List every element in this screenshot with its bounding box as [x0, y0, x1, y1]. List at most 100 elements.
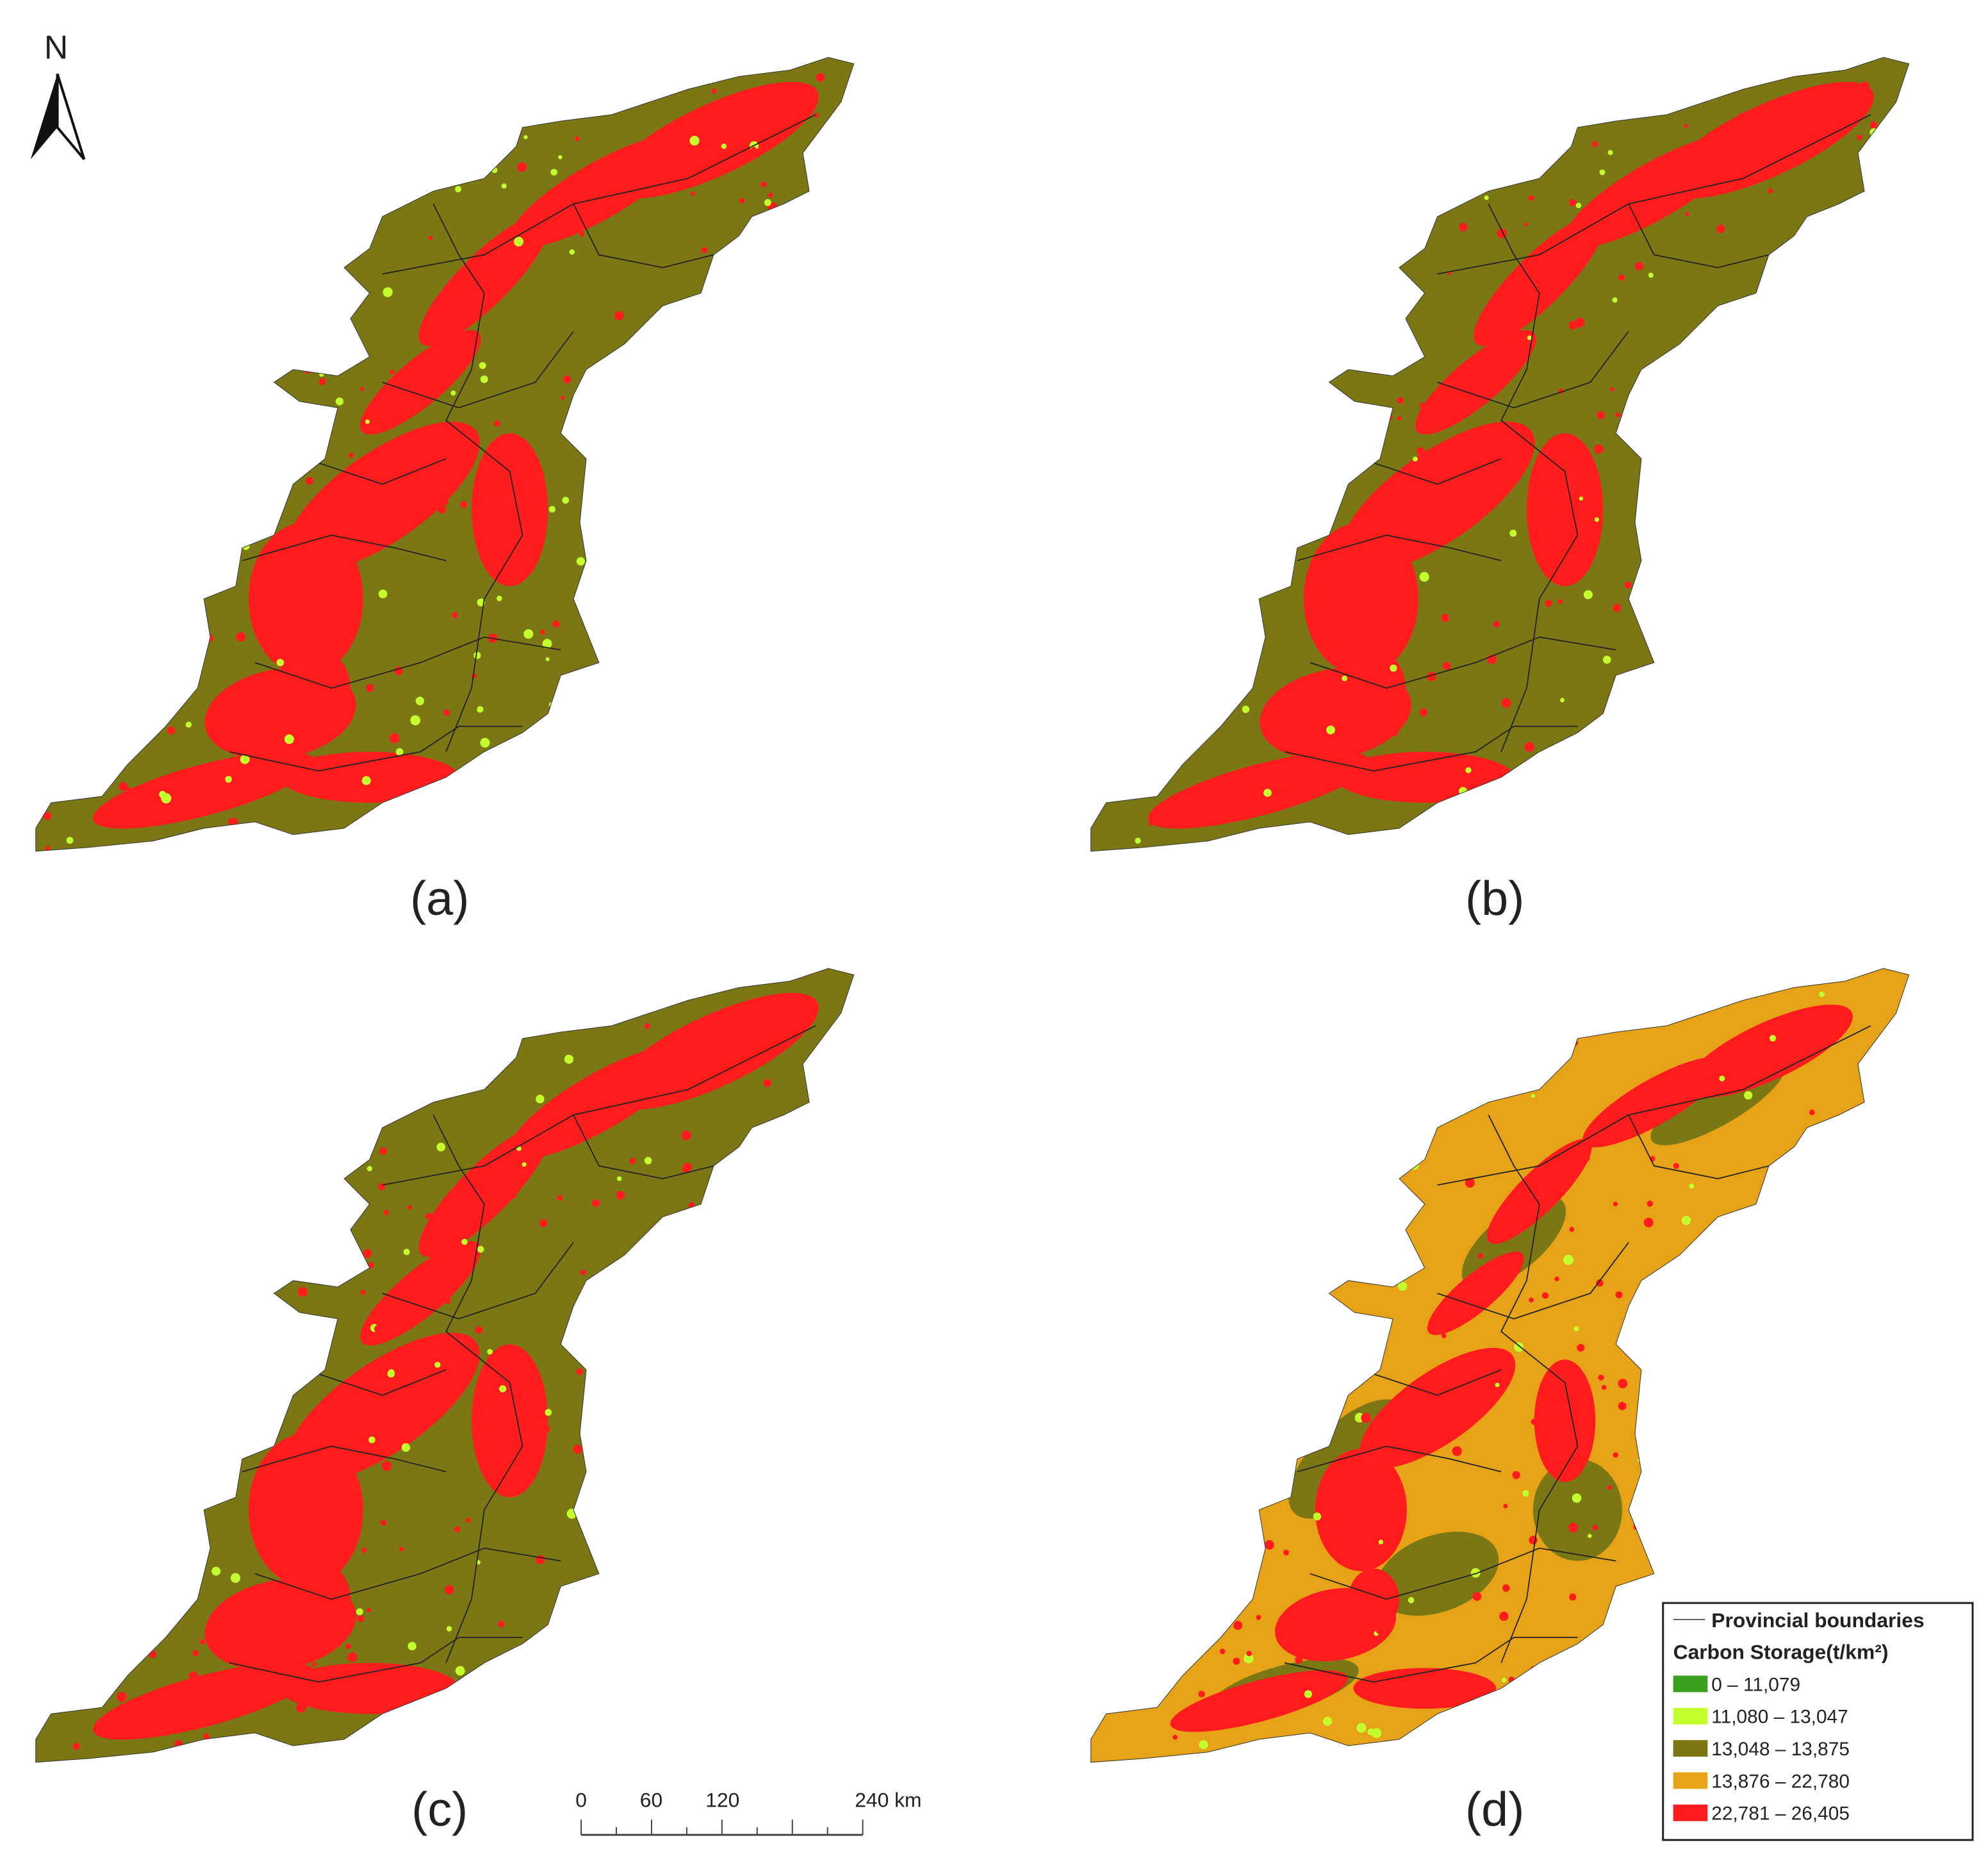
- red-speck: [313, 756, 322, 765]
- red-speck: [1668, 997, 1679, 1008]
- red-speck: [848, 486, 853, 491]
- red-speck: [509, 1192, 517, 1199]
- province-boundary: [1361, 458, 1502, 485]
- arrow-right: [56, 73, 86, 160]
- red-speck: [341, 126, 349, 135]
- red-speck: [1598, 1374, 1604, 1381]
- red-speck: [212, 1005, 217, 1010]
- red-speck: [444, 1585, 454, 1595]
- green-speck: [186, 1265, 195, 1273]
- red-speck: [1339, 1270, 1345, 1276]
- green-speck: [542, 639, 552, 649]
- green-speck: [1583, 590, 1593, 600]
- red-speck: [66, 163, 71, 168]
- red-speck: [1285, 349, 1290, 354]
- red-speck: [498, 1621, 505, 1628]
- red-speck: [576, 1368, 583, 1375]
- red-speck: [1132, 595, 1137, 600]
- red-speck: [1591, 141, 1598, 147]
- north-label: N: [44, 28, 68, 65]
- red-speck: [250, 1194, 261, 1205]
- red-speck: [1767, 1337, 1773, 1343]
- red-speck: [843, 1268, 851, 1277]
- red-speck: [1512, 1471, 1520, 1479]
- red-speck: [1653, 1698, 1663, 1707]
- red-area: [1684, 1005, 1853, 1098]
- red-speck: [744, 816, 751, 823]
- red-speck: [80, 1651, 89, 1661]
- green-speck: [1392, 834, 1400, 842]
- green-speck: [1901, 1374, 1909, 1382]
- province-boundary: [1361, 1369, 1502, 1396]
- green-speck: [1235, 444, 1245, 454]
- green-speck: [1819, 991, 1825, 997]
- red-speck: [1528, 195, 1534, 201]
- green-speck: [1092, 154, 1099, 162]
- red-speck: [1552, 807, 1561, 815]
- red-speck: [1541, 1412, 1549, 1419]
- red-speck: [129, 1633, 135, 1639]
- red-area: [280, 1662, 459, 1714]
- red-area: [509, 1046, 689, 1159]
- red-speck: [534, 821, 543, 831]
- red-speck: [1513, 1740, 1518, 1745]
- red-speck: [1666, 541, 1677, 552]
- green-speck: [199, 568, 204, 574]
- province-boundary: [1297, 1445, 1502, 1473]
- green-speck: [1563, 1254, 1574, 1265]
- red-speck: [297, 1286, 308, 1297]
- red-speck: [216, 220, 224, 228]
- red-speck: [336, 305, 343, 312]
- red-speck: [445, 1081, 452, 1088]
- red-speck: [1545, 600, 1552, 607]
- green-speck: [703, 1218, 709, 1224]
- red-speck: [513, 1133, 520, 1142]
- red-speck: [1312, 591, 1318, 598]
- red-speck: [464, 1755, 475, 1762]
- red-speck: [1512, 66, 1522, 76]
- legend-swatch: [1673, 1804, 1708, 1821]
- green-speck: [161, 793, 172, 804]
- green-speck: [240, 755, 250, 764]
- scale-label: 120: [705, 1788, 739, 1811]
- red-speck: [324, 1123, 331, 1130]
- red-speck: [1329, 1129, 1333, 1134]
- red-speck: [1270, 725, 1275, 731]
- province-boundary: [1488, 203, 1579, 752]
- red-area: [418, 215, 550, 346]
- green-speck: [1253, 1335, 1260, 1343]
- red-area: [1348, 1568, 1400, 1630]
- red-speck: [482, 971, 487, 975]
- red-speck: [1113, 1345, 1123, 1354]
- red-speck: [76, 666, 85, 675]
- red-area: [93, 751, 315, 829]
- red-speck: [337, 320, 347, 329]
- red-speck: [1529, 1536, 1538, 1545]
- green-speck: [1323, 1716, 1333, 1727]
- red-speck: [72, 1071, 81, 1081]
- red-speck: [1568, 1523, 1579, 1533]
- green-speck: [301, 1194, 309, 1201]
- red-speck: [625, 489, 631, 496]
- red-speck: [361, 1548, 367, 1554]
- red-speck: [755, 762, 765, 771]
- green-speck: [1262, 1078, 1268, 1083]
- red-speck: [1304, 775, 1310, 779]
- green-speck: [284, 734, 294, 744]
- green-speck: [1215, 1261, 1223, 1270]
- red-speck: [503, 1366, 509, 1372]
- red-speck: [1442, 662, 1451, 670]
- green-speck: [1413, 456, 1418, 462]
- red-speck: [1898, 1392, 1905, 1399]
- red-speck: [45, 846, 51, 851]
- green-speck: [415, 1069, 425, 1080]
- green-speck: [1470, 1568, 1481, 1578]
- red-speck: [1142, 1641, 1148, 1646]
- red-speck: [1397, 416, 1402, 421]
- green-speck: [1720, 1320, 1727, 1326]
- red-speck: [1448, 1298, 1454, 1304]
- green-speck: [1352, 1256, 1358, 1263]
- red-speck: [1905, 641, 1909, 647]
- red-speck: [1104, 1413, 1110, 1419]
